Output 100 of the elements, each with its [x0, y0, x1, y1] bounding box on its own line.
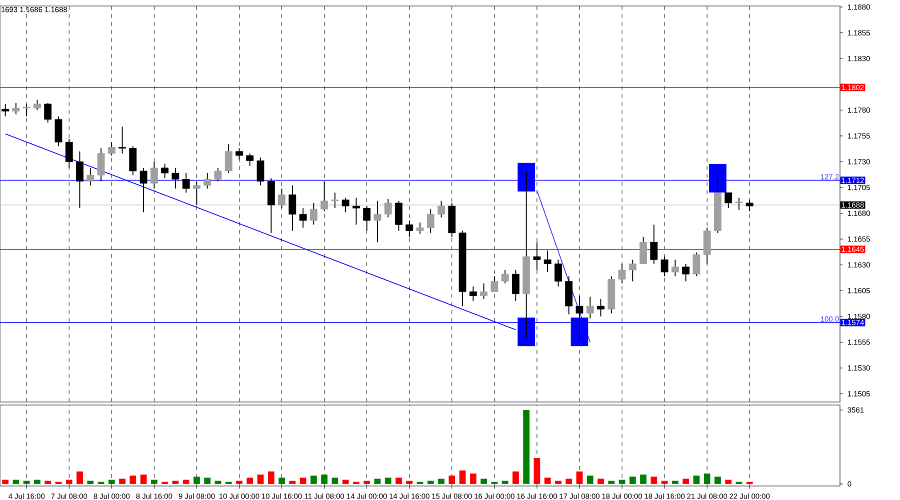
candlestick [671, 259, 679, 277]
bar [236, 480, 242, 484]
bar [374, 478, 381, 484]
bar [194, 476, 200, 484]
bar [23, 480, 30, 484]
candlestick [692, 252, 700, 277]
candlestick [256, 157, 264, 186]
bar [44, 480, 52, 484]
bar [650, 476, 658, 484]
bar [693, 476, 700, 484]
candlestick [438, 200, 445, 218]
candlestick [172, 167, 180, 189]
bar [544, 478, 551, 484]
bar [257, 474, 264, 484]
candlestick [480, 282, 488, 300]
candlestick [236, 148, 243, 160]
bar [672, 480, 678, 484]
bar [555, 480, 562, 484]
candlestick [724, 192, 732, 209]
bar [2, 480, 9, 484]
candlestick [363, 206, 371, 232]
candlestick [86, 167, 94, 186]
candlestick [44, 102, 52, 123]
candlestick [54, 116, 62, 147]
candlestick [76, 150, 84, 209]
candlestick [204, 172, 212, 189]
bar [512, 471, 519, 484]
candlestick [406, 220, 414, 238]
bar [618, 480, 626, 484]
candlestick [331, 192, 339, 209]
candlestick [108, 142, 116, 156]
bar [725, 480, 732, 484]
candlestick [597, 298, 604, 317]
bar [214, 480, 222, 484]
candlestick [490, 276, 498, 292]
candlestick [576, 295, 584, 341]
candlestick [118, 126, 126, 154]
candlestick [267, 178, 275, 234]
candlestick [161, 163, 169, 179]
candlestick [34, 99, 41, 111]
candlestick [554, 259, 562, 287]
bar [172, 480, 179, 484]
candlestick [288, 184, 296, 232]
bar [130, 476, 136, 484]
bar [12, 480, 20, 484]
bar [714, 476, 721, 484]
candlestick [65, 138, 73, 168]
candlestick [97, 148, 105, 182]
bar [502, 480, 508, 484]
candlestick [310, 202, 318, 226]
candlestick [299, 208, 307, 228]
bar [682, 478, 690, 484]
bar [448, 476, 456, 484]
candlestick [735, 197, 743, 211]
candlestick [182, 172, 190, 194]
candlestick [660, 256, 668, 277]
bar [332, 478, 338, 484]
candlestick [501, 270, 509, 284]
bar [598, 478, 604, 484]
candlestick [342, 197, 350, 213]
bar [300, 478, 306, 484]
bar [66, 480, 72, 484]
bar [396, 478, 402, 484]
bar [523, 410, 530, 484]
bar [364, 480, 370, 484]
candlestick [586, 296, 594, 319]
candlestick [224, 144, 232, 174]
bar [342, 480, 349, 484]
candlestick [129, 146, 137, 176]
bar [204, 478, 211, 484]
candlestick [150, 161, 158, 189]
candlestick [533, 242, 541, 270]
candlestick [374, 200, 382, 243]
candlestick [246, 152, 254, 166]
bar [310, 476, 317, 484]
candlestick [650, 224, 658, 264]
bar [566, 478, 572, 484]
bar [704, 474, 710, 484]
bar [34, 480, 40, 484]
bar [608, 480, 615, 484]
candlestick [640, 236, 647, 264]
candlestick [628, 259, 636, 282]
candlestick [682, 263, 690, 282]
bar [289, 480, 296, 484]
candlestick [426, 208, 434, 234]
bar [140, 474, 147, 484]
bar [459, 470, 466, 484]
bar [629, 476, 636, 484]
bar [480, 478, 487, 484]
bar [268, 471, 274, 484]
bar [87, 480, 94, 484]
bar [661, 480, 668, 484]
candlestick [2, 103, 10, 117]
candlestick [416, 222, 424, 234]
bar [246, 478, 254, 484]
bar [384, 478, 392, 484]
bar [586, 476, 594, 484]
bar [108, 480, 115, 484]
candlestick [320, 180, 328, 212]
bar [150, 480, 158, 484]
